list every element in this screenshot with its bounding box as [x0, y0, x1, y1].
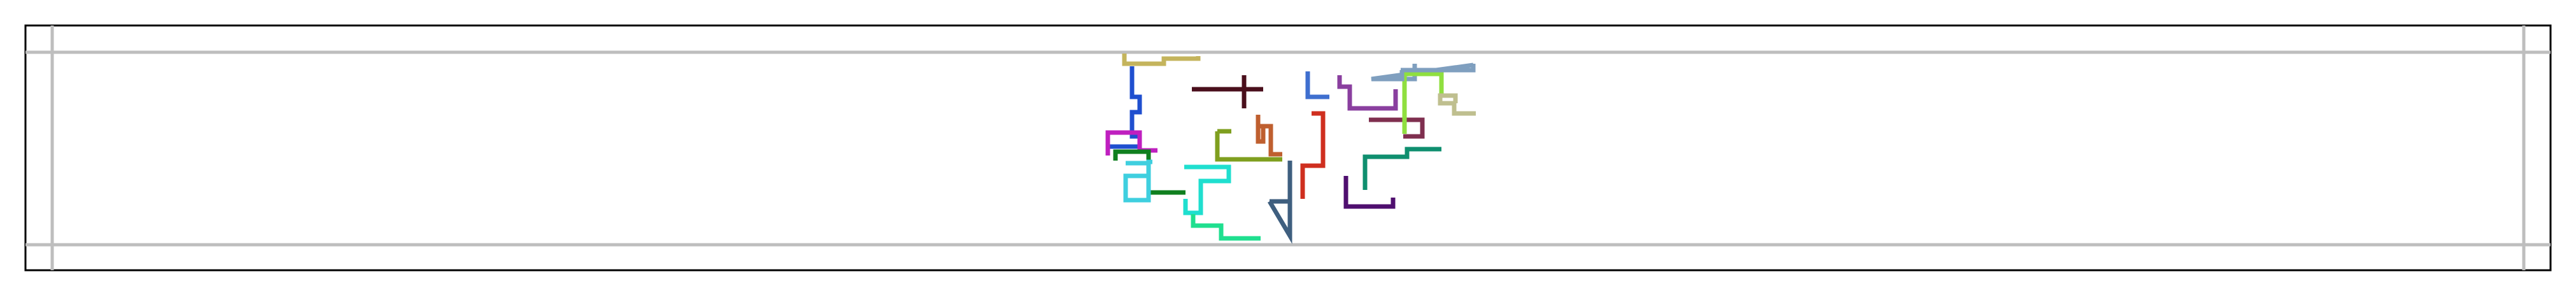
path-aqua [1183, 164, 1231, 215]
path-steel-blue-top-branch [1401, 64, 1476, 73]
path-cyan-light [1123, 159, 1152, 203]
path-spring-green [1191, 214, 1261, 241]
path-slate [1267, 161, 1292, 244]
path-group [1105, 54, 1476, 244]
path-green [1113, 149, 1185, 195]
path-steel-blue-top-branch [1375, 70, 1405, 82]
path-sienna-branch [1256, 126, 1266, 144]
path-olive-green [1215, 131, 1282, 162]
path-olive-top [1122, 54, 1201, 66]
path-purple-small [1337, 75, 1398, 111]
path-sienna [1256, 115, 1282, 157]
path-indigo [1343, 176, 1396, 209]
path-wine [1369, 117, 1425, 139]
path-khaki-branch [1438, 93, 1458, 103]
path-teal-green [1362, 147, 1441, 190]
path-lime [1402, 71, 1444, 99]
guide-lines [25, 25, 2551, 270]
path-red [1300, 111, 1326, 199]
path-mid-blue [1305, 71, 1329, 99]
